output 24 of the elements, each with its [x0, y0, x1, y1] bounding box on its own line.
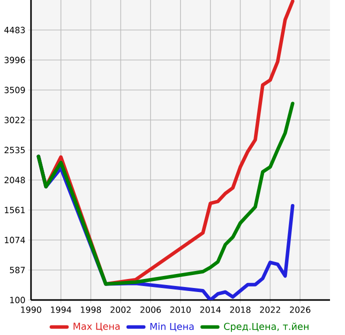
y-tick-label: 4483 — [4, 26, 25, 34]
y-tick-label: 2048 — [4, 176, 25, 184]
legend-label: Max Цена — [74, 322, 120, 332]
x-tick-label: 2014 — [200, 306, 221, 313]
y-tick-label: 1561 — [4, 206, 25, 214]
legend-label: Сред.Цена, т.йен — [224, 322, 308, 332]
x-tick-label: 2010 — [170, 306, 191, 313]
x-tick-label: 1994 — [51, 306, 72, 313]
x-tick-label: 2022 — [260, 306, 280, 313]
x-tick-label: 2026 — [290, 306, 310, 313]
y-tick-label: 3022 — [4, 116, 25, 124]
x-tick-label: 2018 — [230, 306, 250, 313]
line-series — [36, 102, 294, 286]
x-tick-label: 1990 — [21, 306, 42, 313]
y-tick-label: 3996 — [4, 56, 25, 64]
legend-label: Min Цена — [150, 322, 194, 332]
y-tick-label: 2535 — [4, 146, 25, 154]
y-tick-label: 587 — [10, 266, 25, 274]
x-tick-label: 2002 — [110, 306, 131, 313]
x-tick-label: 2006 — [140, 306, 161, 313]
y-tick-label: 3509 — [4, 86, 25, 94]
x-tick-label: 1998 — [80, 306, 101, 313]
y-tick-label: 100 — [10, 296, 25, 304]
y-tick-label: 1074 — [4, 236, 25, 244]
